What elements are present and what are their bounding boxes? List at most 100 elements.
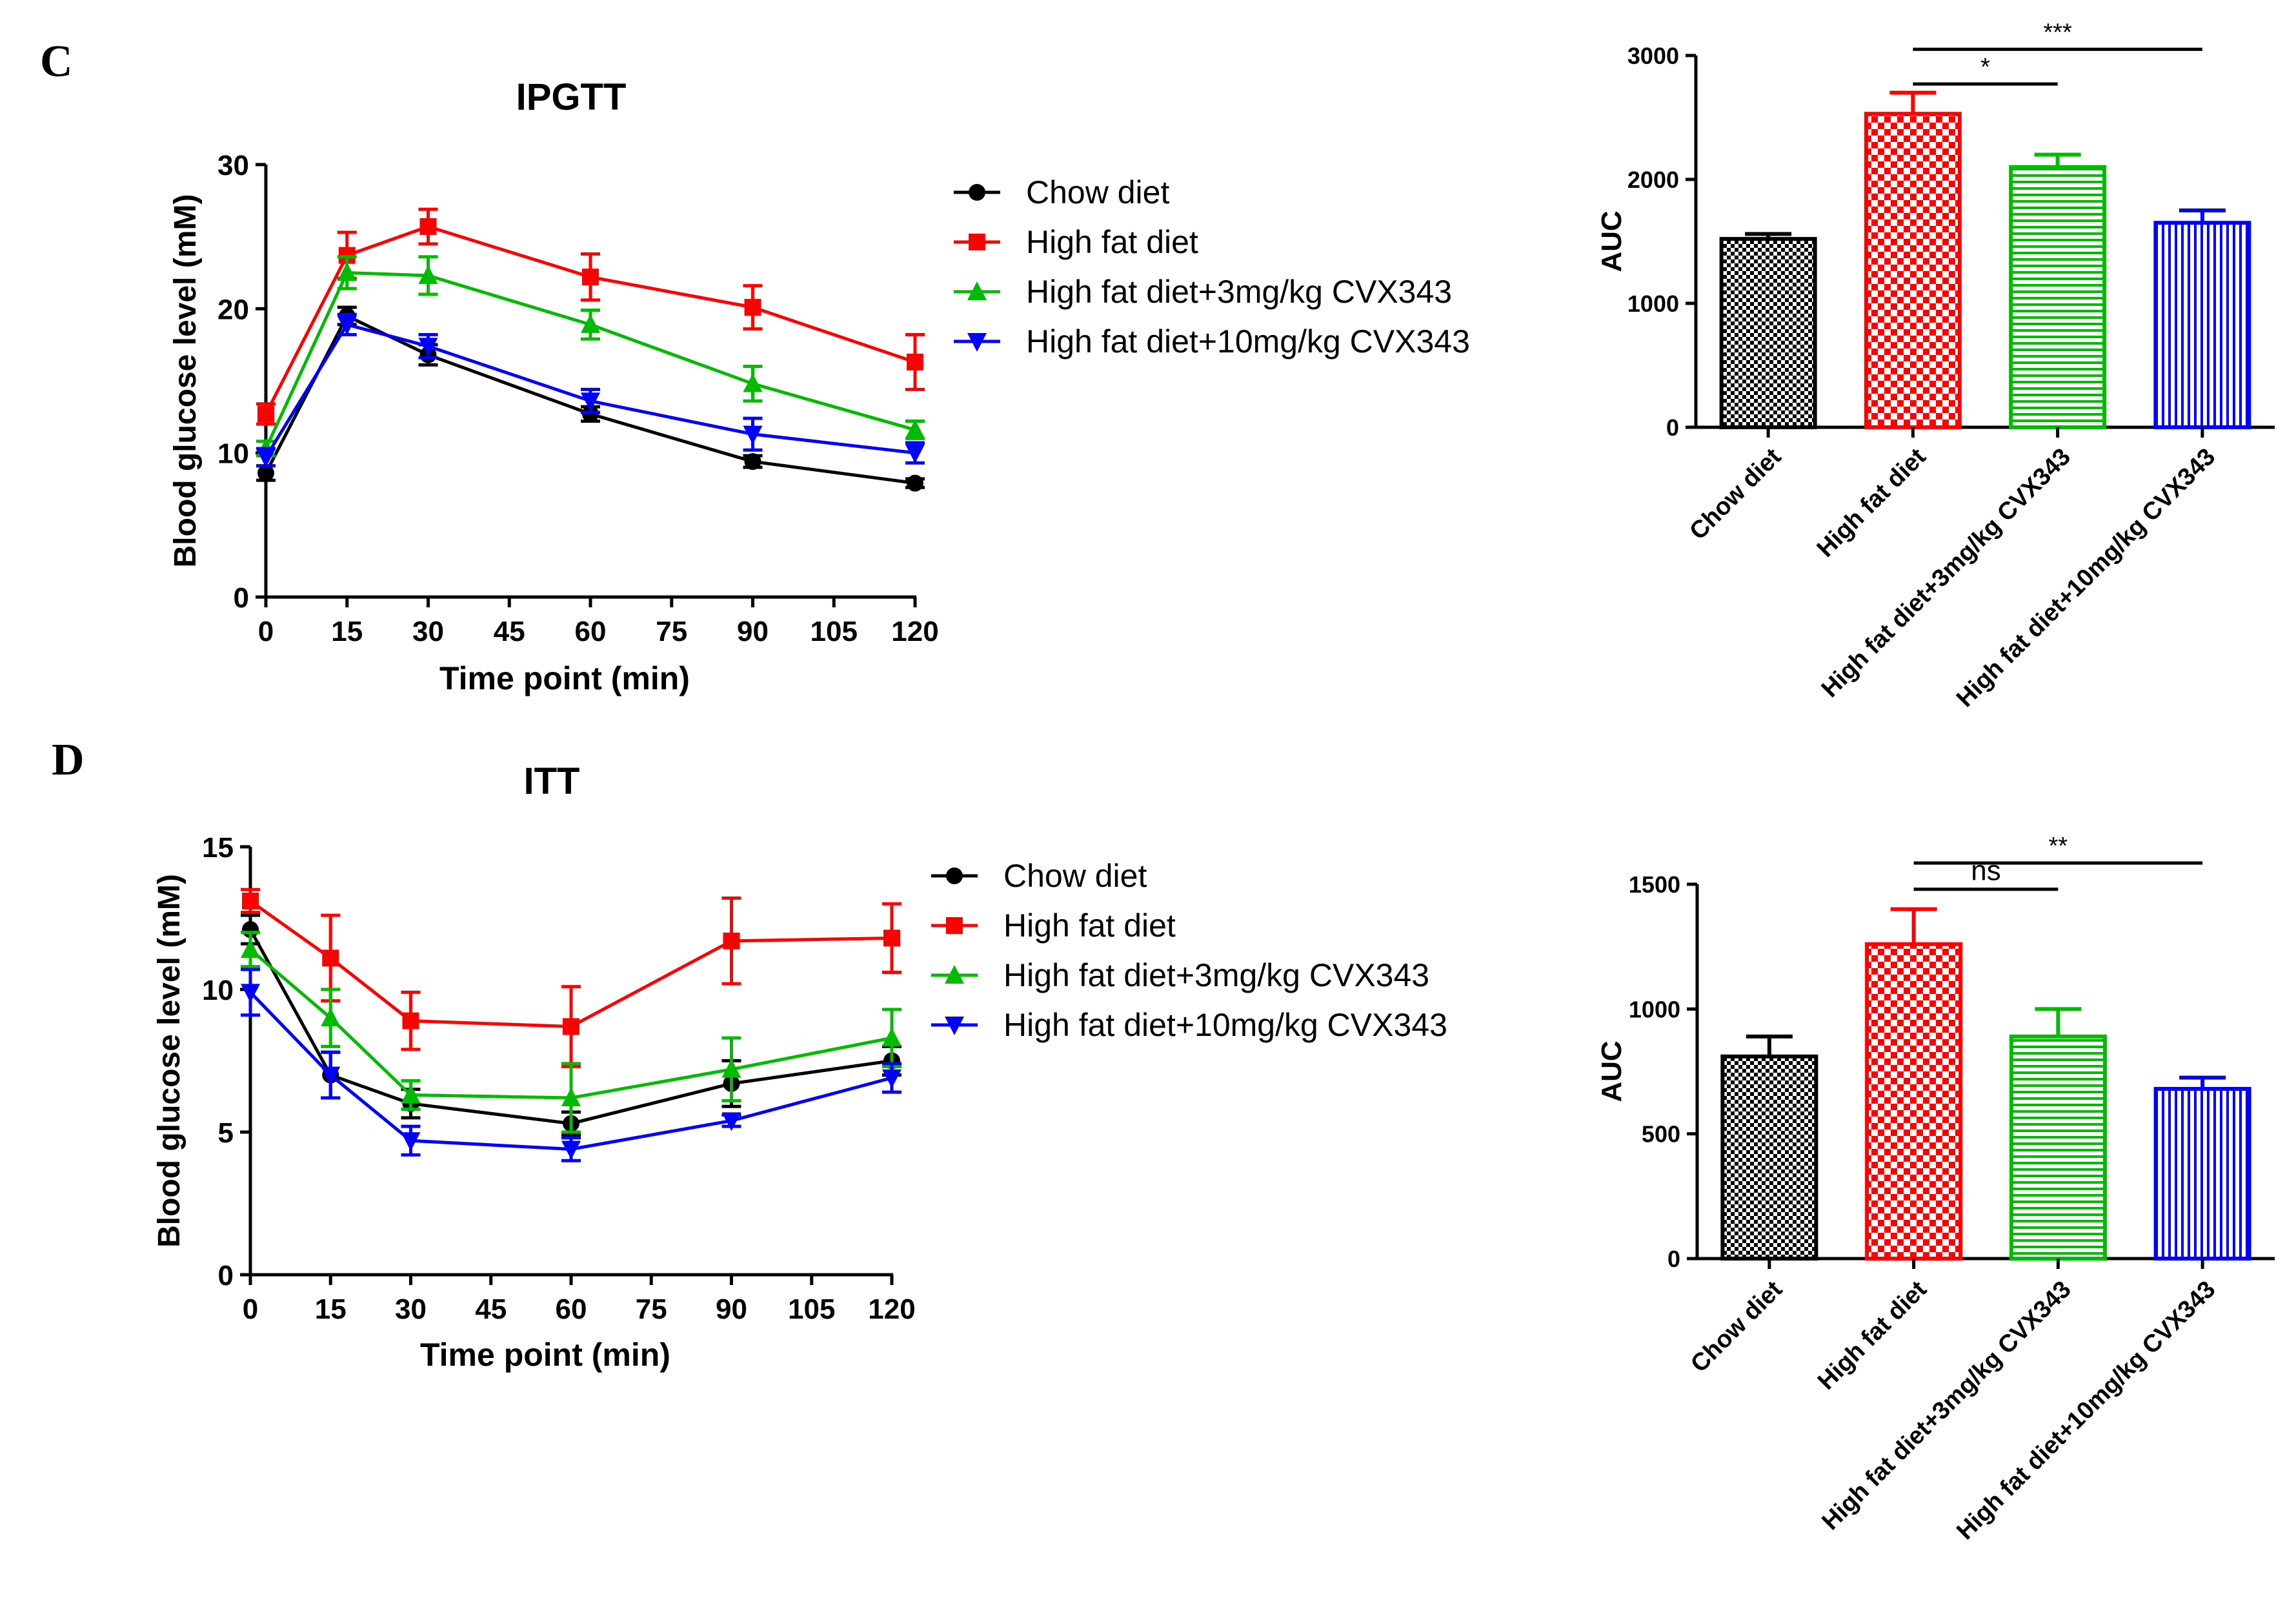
legend-marker-hfd10 xyxy=(945,1017,964,1035)
y-tick-label: 0 xyxy=(234,582,249,614)
x-tick-label: 30 xyxy=(395,1293,427,1325)
significance-label: *** xyxy=(2043,19,2072,46)
x-tick-label: 60 xyxy=(556,1293,587,1325)
legend-label: High fat diet xyxy=(1026,224,1198,260)
x-tick-label: 45 xyxy=(475,1293,507,1325)
data-point-chow xyxy=(257,464,274,481)
category-label: High fat diet xyxy=(1812,443,1931,562)
x-tick-label: 15 xyxy=(315,1293,347,1325)
x-tick-label: 60 xyxy=(575,616,607,647)
bar-chow xyxy=(1720,1054,1818,1261)
data-point-hfd3 xyxy=(321,1008,341,1027)
legend-marker-hfd3 xyxy=(967,281,987,300)
data-point-hfd xyxy=(883,929,900,947)
x-tick-label: 120 xyxy=(868,1293,915,1325)
series-line-hfd10 xyxy=(264,323,916,458)
category-label: Chow diet xyxy=(1686,1275,1787,1377)
panel-label-d: D xyxy=(52,735,85,785)
y-tick-label: 2000 xyxy=(1627,167,1679,193)
data-point-hfd10 xyxy=(321,1066,341,1086)
bar-hfd10 xyxy=(2153,1087,2251,1261)
series-line-hfd3 xyxy=(249,948,892,1100)
x-tick-label: 90 xyxy=(737,616,769,647)
legend-label: Chow diet xyxy=(1003,858,1147,894)
category-label: Chow diet xyxy=(1684,443,1786,545)
data-point-hfd10 xyxy=(581,392,600,412)
series-line-chow xyxy=(248,928,892,1126)
x-tick-label: 0 xyxy=(258,616,274,647)
y-tick-label: 30 xyxy=(217,150,249,181)
x-tick-label: 45 xyxy=(494,616,525,647)
data-point-hfd xyxy=(582,268,599,286)
data-point-hfd3 xyxy=(721,1059,741,1078)
category-label: High fat diet xyxy=(1813,1275,1932,1395)
data-point-hfd xyxy=(723,932,740,949)
y-tick-label: 1500 xyxy=(1629,871,1680,898)
x-tick-label: 105 xyxy=(788,1293,835,1325)
series-line-hfd xyxy=(264,225,916,415)
legend-marker-hfd xyxy=(969,234,985,250)
x-tick-label: 75 xyxy=(636,1293,667,1325)
series-line-hfd3 xyxy=(264,270,916,450)
legend-marker-hfd xyxy=(946,917,963,934)
data-point-hfd3 xyxy=(241,939,260,958)
x-tick-label: 15 xyxy=(331,616,363,647)
y-tick-label: 0 xyxy=(1666,414,1679,441)
itt-auc-bar-chart: 0 500 1000 1500 AUC Chow diet High fat dietHig… xyxy=(1596,833,2275,1545)
legend-label: High fat diet+10mg/kg CVX343 xyxy=(1003,1007,1447,1043)
bar-hfd3 xyxy=(2009,1034,2107,1261)
data-point-chow xyxy=(744,453,761,471)
legend-label: High fat diet+10mg/kg CVX343 xyxy=(1026,323,1470,360)
bar-hfd xyxy=(1864,112,1962,430)
data-point-hfd xyxy=(257,405,274,423)
legend-label: High fat diet+3mg/kg CVX343 xyxy=(1003,957,1429,993)
data-point-hfd3 xyxy=(401,1084,421,1104)
legend-label: Chow diet xyxy=(1026,174,1169,210)
data-point-hfd xyxy=(563,1018,579,1035)
legend-marker-hfd10 xyxy=(967,333,987,352)
data-point-hfd3 xyxy=(743,373,763,392)
bar-chow xyxy=(1719,237,1817,429)
data-point-hfd xyxy=(322,949,339,967)
y-axis-label: Blood glucose level (mM) xyxy=(152,874,186,1248)
y-axis-label: Blood glucose level (mM) xyxy=(168,194,203,568)
category-label: High fat diet+10mg/kg CVX343 xyxy=(1951,443,2220,713)
y-tick-label: 10 xyxy=(217,438,249,470)
y-tick-label: 1000 xyxy=(1627,290,1679,317)
chart-title: IPGTT xyxy=(516,76,627,118)
data-point-hfd10 xyxy=(743,425,763,445)
significance-label: ** xyxy=(2049,833,2068,860)
data-point-hfd xyxy=(907,353,923,370)
category-label: High fat diet+10mg/kg CVX343 xyxy=(1951,1276,2220,1545)
data-point-hfd3 xyxy=(561,1087,581,1106)
x-tick-label: 30 xyxy=(412,616,444,647)
series-line-hfd10 xyxy=(249,991,892,1151)
data-point-hfd3 xyxy=(418,265,438,284)
data-point-hfd10 xyxy=(337,316,357,335)
chart-title: ITT xyxy=(524,760,580,802)
legend-label: High fat diet+3mg/kg CVX343 xyxy=(1026,274,1452,310)
data-point-hfd3 xyxy=(337,262,357,281)
data-point-hfd3 xyxy=(882,1028,901,1047)
y-axis-label: AUC xyxy=(1596,1040,1627,1102)
bar-hfd xyxy=(1865,942,1963,1261)
itt-line-chart: ITT 0 15 30 45 60 75 90 105 120 0 5 10 15 Time point (… xyxy=(152,760,1447,1373)
series-line-hfd xyxy=(249,899,892,1028)
x-axis-label: Time point (min) xyxy=(420,1337,670,1373)
significance-label: * xyxy=(1980,54,1990,81)
data-point-hfd10 xyxy=(401,1132,421,1151)
data-point-hfd10 xyxy=(561,1140,581,1160)
legend-marker-chow xyxy=(946,867,963,884)
y-tick-label: 3000 xyxy=(1627,43,1679,69)
category-label: High fat diet+3mg/kg CVX343 xyxy=(1817,1276,2076,1535)
y-tick-label: 10 xyxy=(202,975,234,1006)
y-tick-label: 5 xyxy=(218,1117,234,1149)
data-point-hfd10 xyxy=(418,338,438,357)
y-tick-label: 1000 xyxy=(1629,996,1680,1022)
x-tick-label: 120 xyxy=(891,616,938,647)
data-point-hfd3 xyxy=(905,419,925,438)
x-tick-label: 0 xyxy=(243,1293,258,1325)
data-point-chow xyxy=(907,474,923,492)
y-tick-label: 20 xyxy=(217,294,249,325)
